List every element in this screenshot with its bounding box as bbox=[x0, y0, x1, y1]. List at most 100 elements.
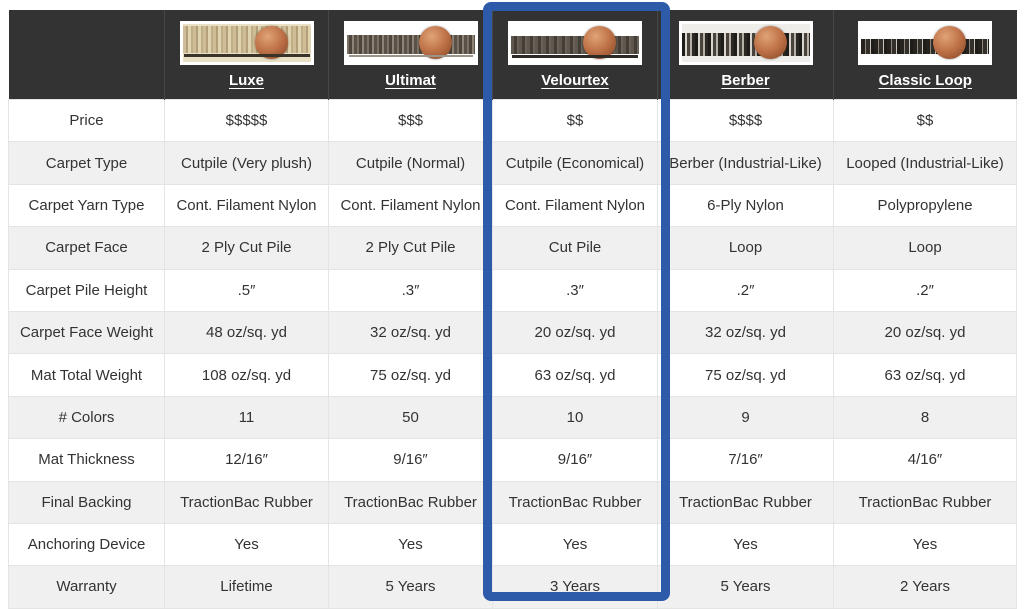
cell: 108 oz/sq. yd bbox=[164, 353, 329, 397]
table-row-carpet-face: Carpet Face 2 Ply Cut Pile 2 Ply Cut Pil… bbox=[8, 226, 1017, 270]
row-label: Warranty bbox=[8, 565, 165, 609]
cell: $$$$$ bbox=[164, 98, 329, 143]
cell: Berber (Industrial-Like) bbox=[657, 141, 834, 185]
product-link-berber[interactable]: Berber bbox=[721, 71, 770, 89]
table-row-warranty: Warranty Lifetime 5 Years 3 Years 5 Year… bbox=[8, 565, 1017, 609]
cell: Looped (Industrial-Like) bbox=[833, 141, 1017, 185]
row-label: Final Backing bbox=[8, 480, 165, 524]
row-label: Anchoring Device bbox=[8, 522, 165, 567]
cell: TractionBac Rubber bbox=[328, 480, 493, 524]
row-label: # Colors bbox=[8, 395, 165, 440]
cell: 75 oz/sq. yd bbox=[328, 353, 493, 397]
product-header-luxe: Luxe bbox=[164, 10, 329, 100]
cell: 48 oz/sq. yd bbox=[164, 310, 329, 355]
carpet-sample-image-velourtex bbox=[508, 20, 642, 65]
header-row: Luxe Ultimat Velourtex Berber Classic Lo… bbox=[8, 10, 1017, 100]
cell: Yes bbox=[328, 522, 493, 567]
cell: Polypropylene bbox=[833, 183, 1017, 228]
cell: .3″ bbox=[492, 268, 658, 312]
product-header-ultimat: Ultimat bbox=[328, 10, 493, 100]
cell: TractionBac Rubber bbox=[492, 480, 658, 524]
carpet-sample-image-classic-loop bbox=[858, 20, 993, 65]
cell: 9/16″ bbox=[492, 438, 658, 482]
header-corner-cell bbox=[8, 10, 165, 100]
cell: Yes bbox=[833, 522, 1017, 567]
carpet-pile-texture bbox=[182, 25, 311, 53]
cell: Yes bbox=[492, 522, 658, 567]
row-label: Carpet Type bbox=[8, 141, 165, 185]
cell: Cont. Filament Nylon bbox=[492, 183, 658, 228]
penny-icon bbox=[753, 25, 787, 59]
table-row-mat-thickness: Mat Thickness 12/16″ 9/16″ 9/16″ 7/16″ 4… bbox=[8, 438, 1017, 482]
product-link-ultimat[interactable]: Ultimat bbox=[385, 71, 436, 89]
penny-icon bbox=[254, 25, 288, 59]
cell: 7/16″ bbox=[657, 438, 834, 482]
penny-icon bbox=[933, 25, 967, 59]
cell: 75 oz/sq. yd bbox=[657, 353, 834, 397]
product-comparison-table: Luxe Ultimat Velourtex Berber Classic Lo… bbox=[8, 10, 1017, 609]
table-row-price: Price $$$$$ $$$ $$ $$$$ $$ bbox=[8, 98, 1017, 143]
cell: $$$$ bbox=[657, 98, 834, 143]
cell: 32 oz/sq. yd bbox=[328, 310, 493, 355]
cell: Cut Pile bbox=[492, 226, 658, 270]
cell: TractionBac Rubber bbox=[833, 480, 1017, 524]
cell: Lifetime bbox=[164, 565, 329, 609]
cell: Cutpile (Economical) bbox=[492, 141, 658, 185]
cell: .5″ bbox=[164, 268, 329, 312]
product-header-velourtex: Velourtex bbox=[492, 10, 658, 100]
cell: 6-Ply Nylon bbox=[657, 183, 834, 228]
carpet-sample-image-luxe bbox=[179, 20, 314, 65]
cell: 63 oz/sq. yd bbox=[492, 353, 658, 397]
table-row-num-colors: # Colors 11 50 10 9 8 bbox=[8, 395, 1017, 440]
cell: $$$ bbox=[328, 98, 493, 143]
cell: 5 Years bbox=[657, 565, 834, 609]
carpet-sample-image-berber bbox=[678, 20, 813, 65]
row-label: Carpet Yarn Type bbox=[8, 183, 165, 228]
cell: Yes bbox=[164, 522, 329, 567]
cell: .2″ bbox=[657, 268, 834, 312]
penny-icon bbox=[418, 25, 452, 59]
cell: 9 bbox=[657, 395, 834, 440]
cell: Cutpile (Very plush) bbox=[164, 141, 329, 185]
product-link-luxe[interactable]: Luxe bbox=[228, 71, 264, 89]
penny-icon bbox=[583, 25, 616, 59]
cell: 5 Years bbox=[328, 565, 493, 609]
product-link-velourtex[interactable]: Velourtex bbox=[541, 71, 609, 89]
carpet-pile-texture bbox=[681, 32, 810, 56]
cell: 2 Ply Cut Pile bbox=[328, 226, 493, 270]
comparison-table-container: Luxe Ultimat Velourtex Berber Classic Lo… bbox=[8, 10, 1017, 609]
row-label: Mat Total Weight bbox=[8, 353, 165, 397]
cell: $$ bbox=[492, 98, 658, 143]
cell: 8 bbox=[833, 395, 1017, 440]
table-row-carpet-pile-height: Carpet Pile Height .5″ .3″ .3″ .2″ .2″ bbox=[8, 268, 1017, 312]
table-row-final-backing: Final Backing TractionBac Rubber Tractio… bbox=[8, 480, 1017, 524]
cell: 32 oz/sq. yd bbox=[657, 310, 834, 355]
table-row-mat-total-weight: Mat Total Weight 108 oz/sq. yd 75 oz/sq.… bbox=[8, 353, 1017, 397]
carpet-pile-texture bbox=[346, 34, 475, 54]
carpet-pile-texture bbox=[511, 35, 639, 54]
cell: 4/16″ bbox=[833, 438, 1017, 482]
cell: 3 Years bbox=[492, 565, 658, 609]
cell: 2 Ply Cut Pile bbox=[164, 226, 329, 270]
cell: 50 bbox=[328, 395, 493, 440]
carpet-pile-texture bbox=[861, 38, 990, 54]
row-label: Price bbox=[8, 98, 165, 143]
table-row-carpet-face-weight: Carpet Face Weight 48 oz/sq. yd 32 oz/sq… bbox=[8, 310, 1017, 355]
cell: 63 oz/sq. yd bbox=[833, 353, 1017, 397]
cell: Cont. Filament Nylon bbox=[164, 183, 329, 228]
row-label: Mat Thickness bbox=[8, 438, 165, 482]
cell: 20 oz/sq. yd bbox=[492, 310, 658, 355]
cell: 11 bbox=[164, 395, 329, 440]
cell: .2″ bbox=[833, 268, 1017, 312]
cell: Yes bbox=[657, 522, 834, 567]
row-label: Carpet Pile Height bbox=[8, 268, 165, 312]
cell: Loop bbox=[833, 226, 1017, 270]
product-link-classic-loop[interactable]: Classic Loop bbox=[878, 71, 972, 89]
product-header-classic-loop: Classic Loop bbox=[833, 10, 1017, 100]
table-row-carpet-type: Carpet Type Cutpile (Very plush) Cutpile… bbox=[8, 141, 1017, 185]
cell: $$ bbox=[833, 98, 1017, 143]
cell: Cutpile (Normal) bbox=[328, 141, 493, 185]
cell: 12/16″ bbox=[164, 438, 329, 482]
cell: 9/16″ bbox=[328, 438, 493, 482]
cell: 2 Years bbox=[833, 565, 1017, 609]
